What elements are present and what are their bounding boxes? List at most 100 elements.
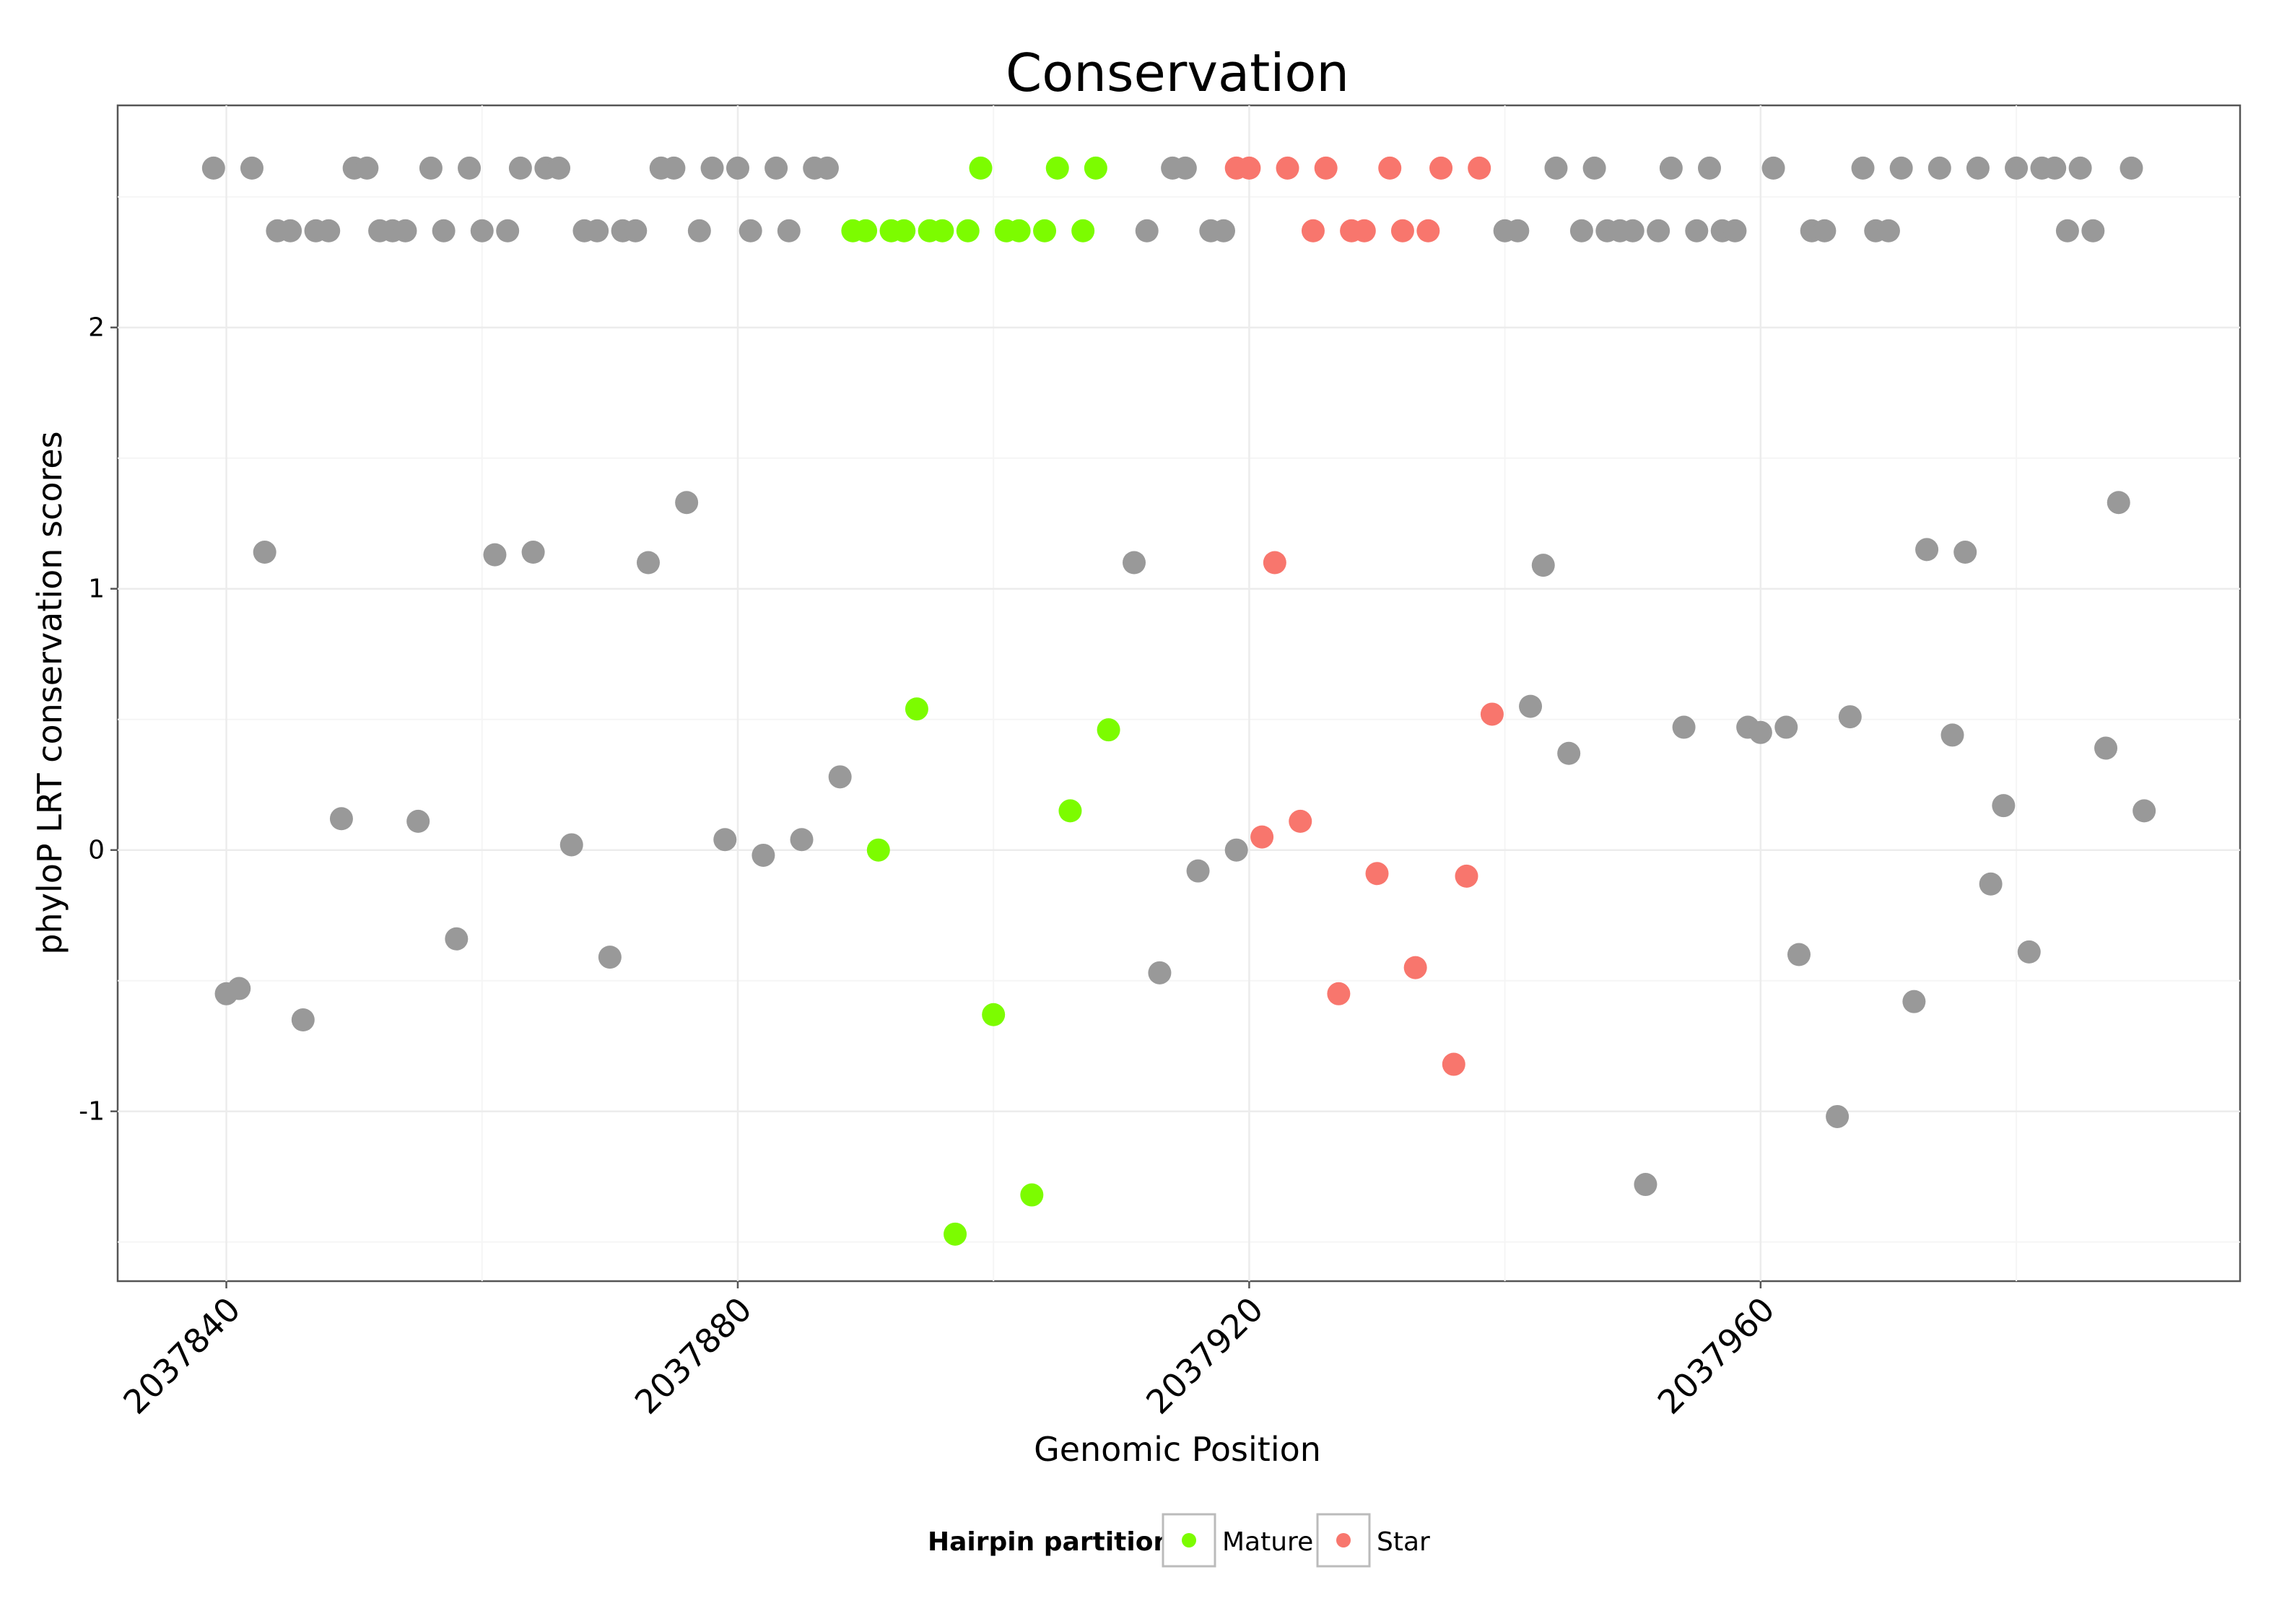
data-point-other	[1569, 219, 1593, 243]
data-point-star	[1378, 156, 1402, 180]
data-point-other	[419, 156, 443, 180]
data-point-other	[1915, 538, 1939, 562]
data-point-other	[2107, 491, 2130, 515]
data-point-star	[1263, 551, 1286, 575]
data-point-other	[1135, 219, 1159, 243]
data-point-other	[393, 219, 417, 243]
data-point-other	[1774, 715, 1798, 739]
data-point-other	[483, 543, 507, 567]
data-point-other	[1519, 694, 1543, 718]
data-point-star	[1455, 864, 1478, 888]
data-point-star	[1327, 982, 1351, 1005]
data-point-other	[470, 219, 494, 243]
data-point-other	[1647, 219, 1670, 243]
data-point-star	[1365, 862, 1389, 886]
data-point-mature	[931, 219, 954, 243]
data-point-other	[1992, 794, 2016, 818]
data-point-other	[2120, 156, 2143, 180]
data-point-other	[2094, 736, 2118, 760]
data-point-other	[1186, 859, 1210, 883]
data-point-other	[1748, 720, 1772, 744]
y-axis-title: phyloP LRT conservation scores	[30, 431, 69, 954]
data-point-mature	[969, 156, 993, 180]
y-axis-ticks: -1 0 1 2	[79, 313, 118, 1127]
data-point-other	[1826, 1104, 1850, 1128]
data-point-star	[1250, 825, 1274, 849]
data-point-other	[2133, 799, 2156, 823]
data-point-other	[521, 541, 545, 564]
data-point-other	[2043, 156, 2067, 180]
data-point-mature	[892, 219, 916, 243]
data-point-star	[1429, 156, 1453, 180]
chart-title: Conservation	[1006, 43, 1349, 103]
data-point-other	[2081, 219, 2105, 243]
data-point-mature	[1033, 219, 1057, 243]
data-point-star	[1416, 219, 1440, 243]
data-point-other	[2017, 940, 2041, 964]
legend-key-mature	[1162, 1513, 1216, 1568]
data-point-mature	[905, 697, 928, 721]
data-point-star	[1390, 219, 1414, 243]
data-point-other	[790, 828, 814, 852]
data-point-other	[1876, 219, 1900, 243]
data-point-other	[329, 807, 353, 831]
data-point-star	[1468, 156, 1491, 180]
data-point-mature	[1045, 156, 1069, 180]
data-point-other	[1851, 156, 1875, 180]
data-point-other	[662, 156, 686, 180]
data-point-star	[1301, 219, 1325, 243]
data-point-other	[1685, 219, 1709, 243]
data-point-star	[1276, 156, 1299, 180]
data-point-other	[1506, 219, 1530, 243]
data-point-other	[828, 765, 852, 789]
data-point-mature	[1007, 219, 1031, 243]
x-axis-title: Genomic Position	[1034, 1430, 1321, 1469]
data-point-other	[1544, 156, 1568, 180]
data-point-mature	[982, 1003, 1006, 1026]
data-point-other	[1698, 156, 1721, 180]
data-point-other	[1531, 554, 1555, 577]
data-point-mature	[956, 219, 980, 243]
data-point-other	[598, 946, 622, 969]
data-point-other	[675, 491, 699, 515]
data-point-star	[1403, 956, 1427, 979]
data-point-other	[496, 219, 520, 243]
data-point-other	[1953, 541, 1977, 564]
data-point-other	[777, 219, 801, 243]
data-point-other	[227, 977, 251, 1000]
data-point-other	[1723, 219, 1747, 243]
data-point-other	[637, 551, 660, 575]
data-point-other	[1813, 219, 1837, 243]
grid-minor	[118, 105, 2240, 1281]
data-point-mature	[1084, 156, 1107, 180]
data-point-other	[1173, 156, 1197, 180]
data-point-other	[739, 219, 762, 243]
data-point-other	[559, 833, 583, 857]
data-point-other	[1838, 705, 1862, 729]
data-point-other	[432, 219, 456, 243]
y-tick-label: 1	[88, 575, 105, 604]
y-tick-label: 2	[88, 313, 105, 343]
data-point-other	[585, 219, 609, 243]
data-point-other	[355, 156, 379, 180]
data-point-other	[291, 1008, 315, 1031]
data-point-star	[1314, 156, 1338, 180]
legend-label-star: Star	[1377, 1527, 1430, 1557]
legend-dot-mature	[1182, 1533, 1196, 1547]
legend-label-mature: Mature	[1222, 1527, 1313, 1557]
data-point-other	[1557, 741, 1581, 765]
data-point-other	[253, 541, 276, 564]
data-point-other	[726, 156, 749, 180]
data-point-other	[1966, 156, 1990, 180]
data-point-other	[1123, 551, 1146, 575]
data-point-star	[1237, 156, 1261, 180]
data-point-other	[240, 156, 263, 180]
data-point-other	[1148, 961, 1172, 985]
data-point-mature	[1071, 219, 1095, 243]
data-point-other	[764, 156, 788, 180]
plot-panel	[116, 104, 2242, 1283]
data-point-other	[445, 927, 469, 951]
data-point-other	[713, 828, 737, 852]
data-point-mature	[854, 219, 878, 243]
